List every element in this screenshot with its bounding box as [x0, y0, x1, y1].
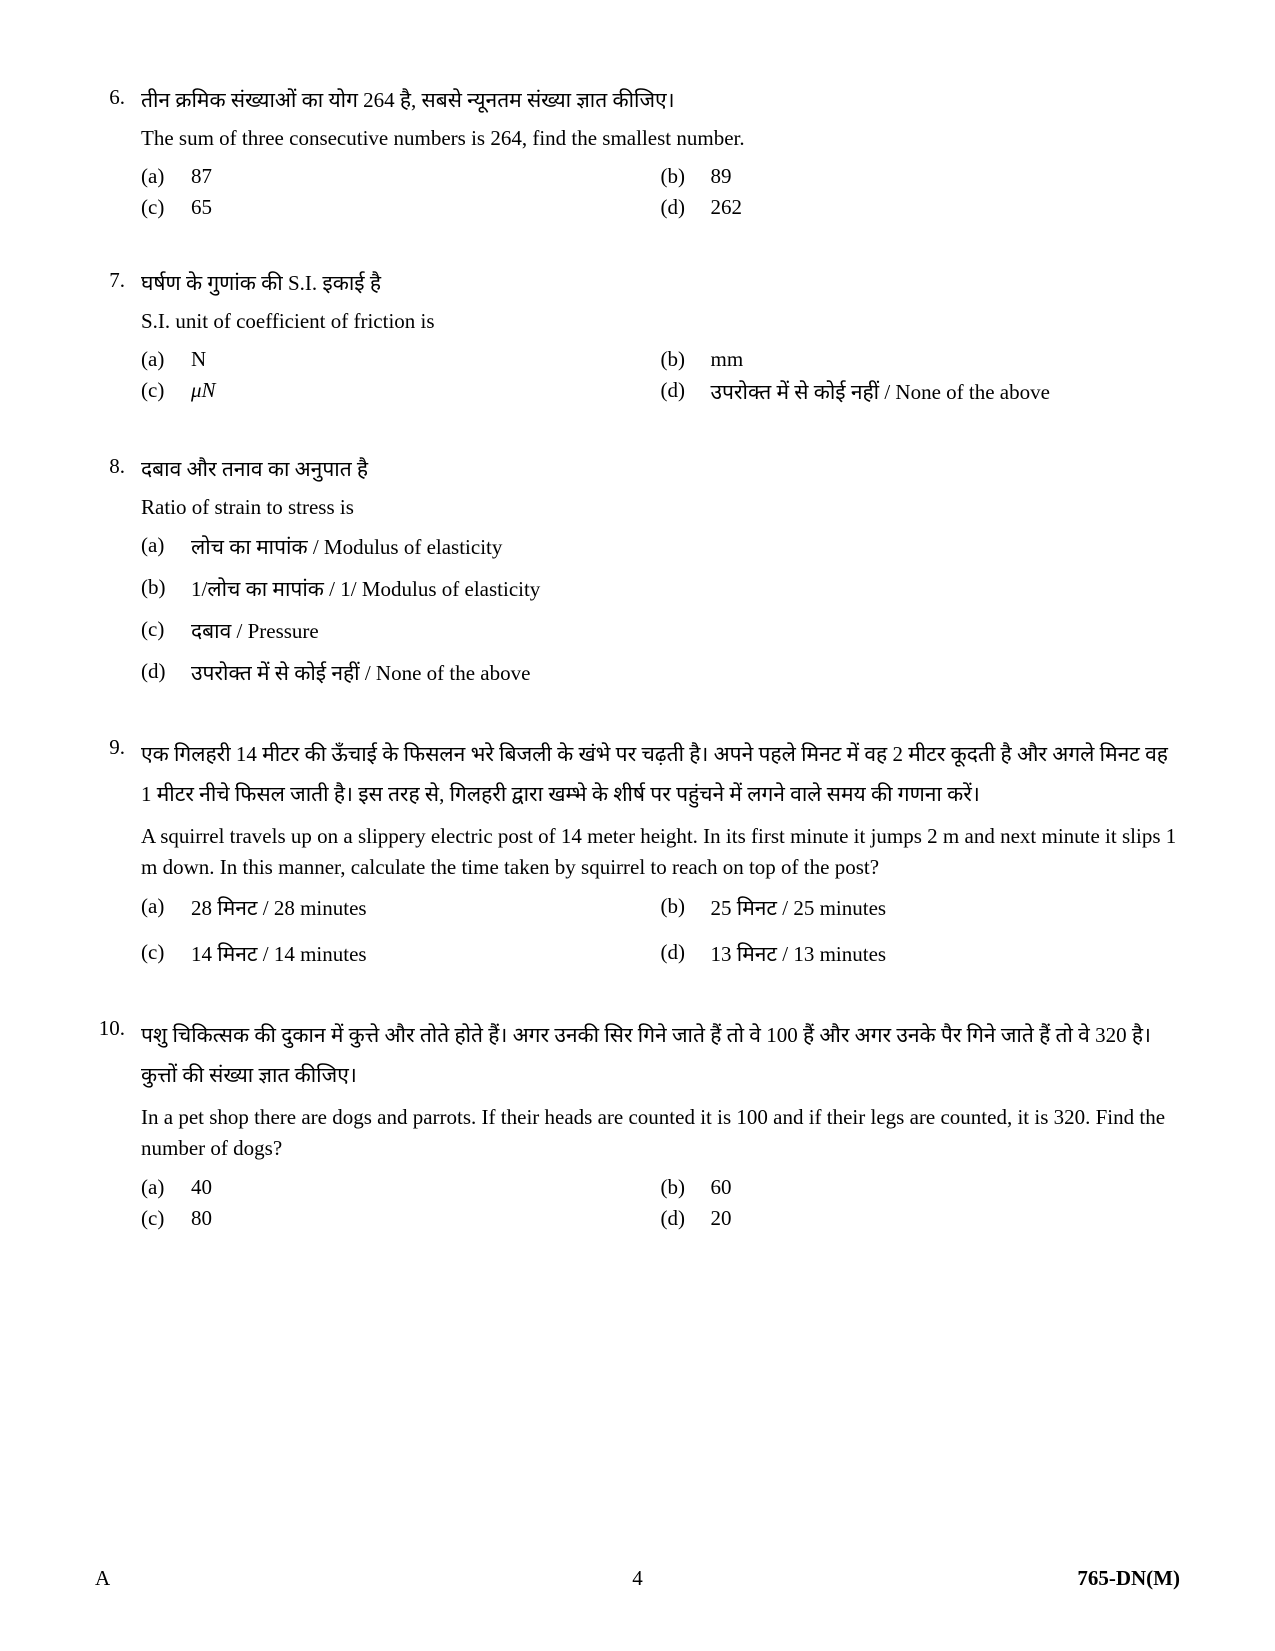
option-text-d: 262	[701, 195, 1181, 220]
option-text-d: उपरोक्त में से कोई नहीं / None of the ab…	[701, 378, 1181, 406]
option-text-c: 80	[181, 1206, 661, 1231]
option-label-b: (b)	[661, 164, 701, 189]
option-label-d: (d)	[661, 378, 701, 406]
option-label-d: (d)	[661, 195, 701, 220]
option-text-d: 20	[701, 1206, 1181, 1231]
question-text-english: In a pet shop there are dogs and parrots…	[141, 1102, 1180, 1165]
question-text-english: S.I. unit of coefficient of friction is	[141, 306, 1180, 338]
option-label-d: (d)	[661, 1206, 701, 1231]
option-label-b: (b)	[661, 894, 701, 922]
option-label-a: (a)	[141, 533, 181, 561]
option-text-c: दबाव / Pressure	[181, 617, 1180, 645]
question-text-hindi: दबाव और तनाव का अनुपात है	[141, 454, 1180, 486]
option-text-c: 65	[181, 195, 661, 220]
option-label-a: (a)	[141, 894, 181, 922]
option-text-c: 14 मिनट / 14 minutes	[181, 940, 661, 968]
option-text-b: 1/लोच का मापांक / 1/ Modulus of elastici…	[181, 575, 1180, 603]
question-text-hindi: एक गिलहरी 14 मीटर की ऊँचाई के फिसलन भरे …	[141, 735, 1180, 815]
question-7: 7. घर्षण के गुणांक की S.I. इकाई है S.I. …	[95, 268, 1180, 406]
option-text-a: लोच का मापांक / Modulus of elasticity	[181, 533, 1180, 561]
option-label-c: (c)	[141, 378, 181, 406]
question-body: पशु चिकित्सक की दुकान में कुत्ते और तोते…	[141, 1016, 1180, 1231]
option-label-c: (c)	[141, 617, 181, 645]
question-9: 9. एक गिलहरी 14 मीटर की ऊँचाई के फिसलन भ…	[95, 735, 1180, 968]
option-text-b: mm	[701, 347, 1181, 372]
question-text-english: Ratio of strain to stress is	[141, 492, 1180, 524]
options-grid: (a) N (b) mm (c) μN (d) उपरोक्त में से क…	[141, 347, 1180, 406]
options-grid: (a) 87 (b) 89 (c) 65 (d) 262	[141, 164, 1180, 220]
question-8: 8. दबाव और तनाव का अनुपात है Ratio of st…	[95, 454, 1180, 687]
footer-paper-code: 765-DN(M)	[1077, 1566, 1180, 1591]
question-10: 10. पशु चिकित्सक की दुकान में कुत्ते और …	[95, 1016, 1180, 1231]
option-text-b: 25 मिनट / 25 minutes	[701, 894, 1181, 922]
question-number: 7.	[95, 268, 141, 406]
options-grid: (a) 40 (b) 60 (c) 80 (d) 20	[141, 1175, 1180, 1231]
option-text-a: N	[181, 347, 661, 372]
footer-page-number: 4	[632, 1566, 643, 1591]
question-body: घर्षण के गुणांक की S.I. इकाई है S.I. uni…	[141, 268, 1180, 406]
question-text-hindi: घर्षण के गुणांक की S.I. इकाई है	[141, 268, 1180, 300]
question-body: एक गिलहरी 14 मीटर की ऊँचाई के फिसलन भरे …	[141, 735, 1180, 968]
option-text-c: μN	[181, 378, 661, 406]
option-label-a: (a)	[141, 164, 181, 189]
question-text-hindi: पशु चिकित्सक की दुकान में कुत्ते और तोते…	[141, 1016, 1180, 1096]
question-number: 10.	[95, 1016, 141, 1231]
option-label-c: (c)	[141, 940, 181, 968]
options-grid: (a) 28 मिनट / 28 minutes (b) 25 मिनट / 2…	[141, 894, 1180, 968]
option-text-d: उपरोक्त में से कोई नहीं / None of the ab…	[181, 659, 1180, 687]
question-text-hindi: तीन क्रमिक संख्याओं का योग 264 है, सबसे …	[141, 85, 1180, 117]
option-label-b: (b)	[661, 1175, 701, 1200]
question-number: 9.	[95, 735, 141, 968]
options-list: (a) लोच का मापांक / Modulus of elasticit…	[141, 533, 1180, 687]
option-label-b: (b)	[141, 575, 181, 603]
option-text-a: 40	[181, 1175, 661, 1200]
exam-page: 6. तीन क्रमिक संख्याओं का योग 264 है, सब…	[0, 0, 1275, 1651]
option-label-d: (d)	[141, 659, 181, 687]
option-text-b: 89	[701, 164, 1181, 189]
option-label-b: (b)	[661, 347, 701, 372]
option-label-c: (c)	[141, 195, 181, 220]
option-text-a: 28 मिनट / 28 minutes	[181, 894, 661, 922]
question-body: दबाव और तनाव का अनुपात है Ratio of strai…	[141, 454, 1180, 687]
option-label-c: (c)	[141, 1206, 181, 1231]
page-footer: A 4 765-DN(M)	[95, 1566, 1180, 1591]
option-label-a: (a)	[141, 347, 181, 372]
footer-set-code: A	[95, 1566, 110, 1591]
question-number: 6.	[95, 85, 141, 220]
option-text-a: 87	[181, 164, 661, 189]
question-text-english: The sum of three consecutive numbers is …	[141, 123, 1180, 155]
option-text-d: 13 मिनट / 13 minutes	[701, 940, 1181, 968]
option-label-a: (a)	[141, 1175, 181, 1200]
option-text-b: 60	[701, 1175, 1181, 1200]
question-text-english: A squirrel travels up on a slippery elec…	[141, 821, 1180, 884]
question-body: तीन क्रमिक संख्याओं का योग 264 है, सबसे …	[141, 85, 1180, 220]
question-6: 6. तीन क्रमिक संख्याओं का योग 264 है, सब…	[95, 85, 1180, 220]
question-number: 8.	[95, 454, 141, 687]
option-label-d: (d)	[661, 940, 701, 968]
